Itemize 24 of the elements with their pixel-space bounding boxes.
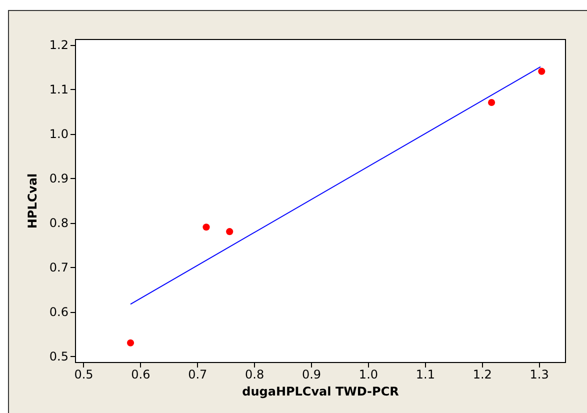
x-tick-label: 0.8	[245, 368, 264, 382]
x-tick-label: 1.1	[416, 368, 435, 382]
y-tick-label: 0.9	[49, 172, 68, 186]
y-tick-label: 1.2	[49, 38, 68, 52]
x-axis-title: dugaHPLCval TWD-PCR	[242, 384, 399, 398]
y-tick-label: 0.5	[49, 350, 68, 364]
y-tick-label: 1.1	[49, 82, 68, 97]
point	[202, 224, 210, 231]
x-tick-label: 0.9	[302, 368, 322, 382]
x-tick-label: 0.5	[74, 368, 94, 382]
y-axis-title: HPLCval	[25, 173, 40, 229]
x-tick-label: 1.3	[530, 368, 549, 382]
point	[488, 98, 496, 106]
x-tick-label: 1.0	[358, 368, 378, 382]
y-tick-label: 0.8	[49, 216, 68, 230]
x-tick-label: 0.7	[188, 368, 208, 382]
y-tick-label: 1.0	[49, 127, 68, 142]
point	[538, 68, 546, 75]
x-tick-label: 1.2	[472, 368, 492, 382]
y-tick-label: 0.6	[49, 305, 68, 320]
point	[226, 228, 234, 236]
point	[126, 339, 134, 346]
x-tick-label: 0.6	[131, 368, 150, 382]
y-tick-label: 0.7	[49, 260, 68, 275]
